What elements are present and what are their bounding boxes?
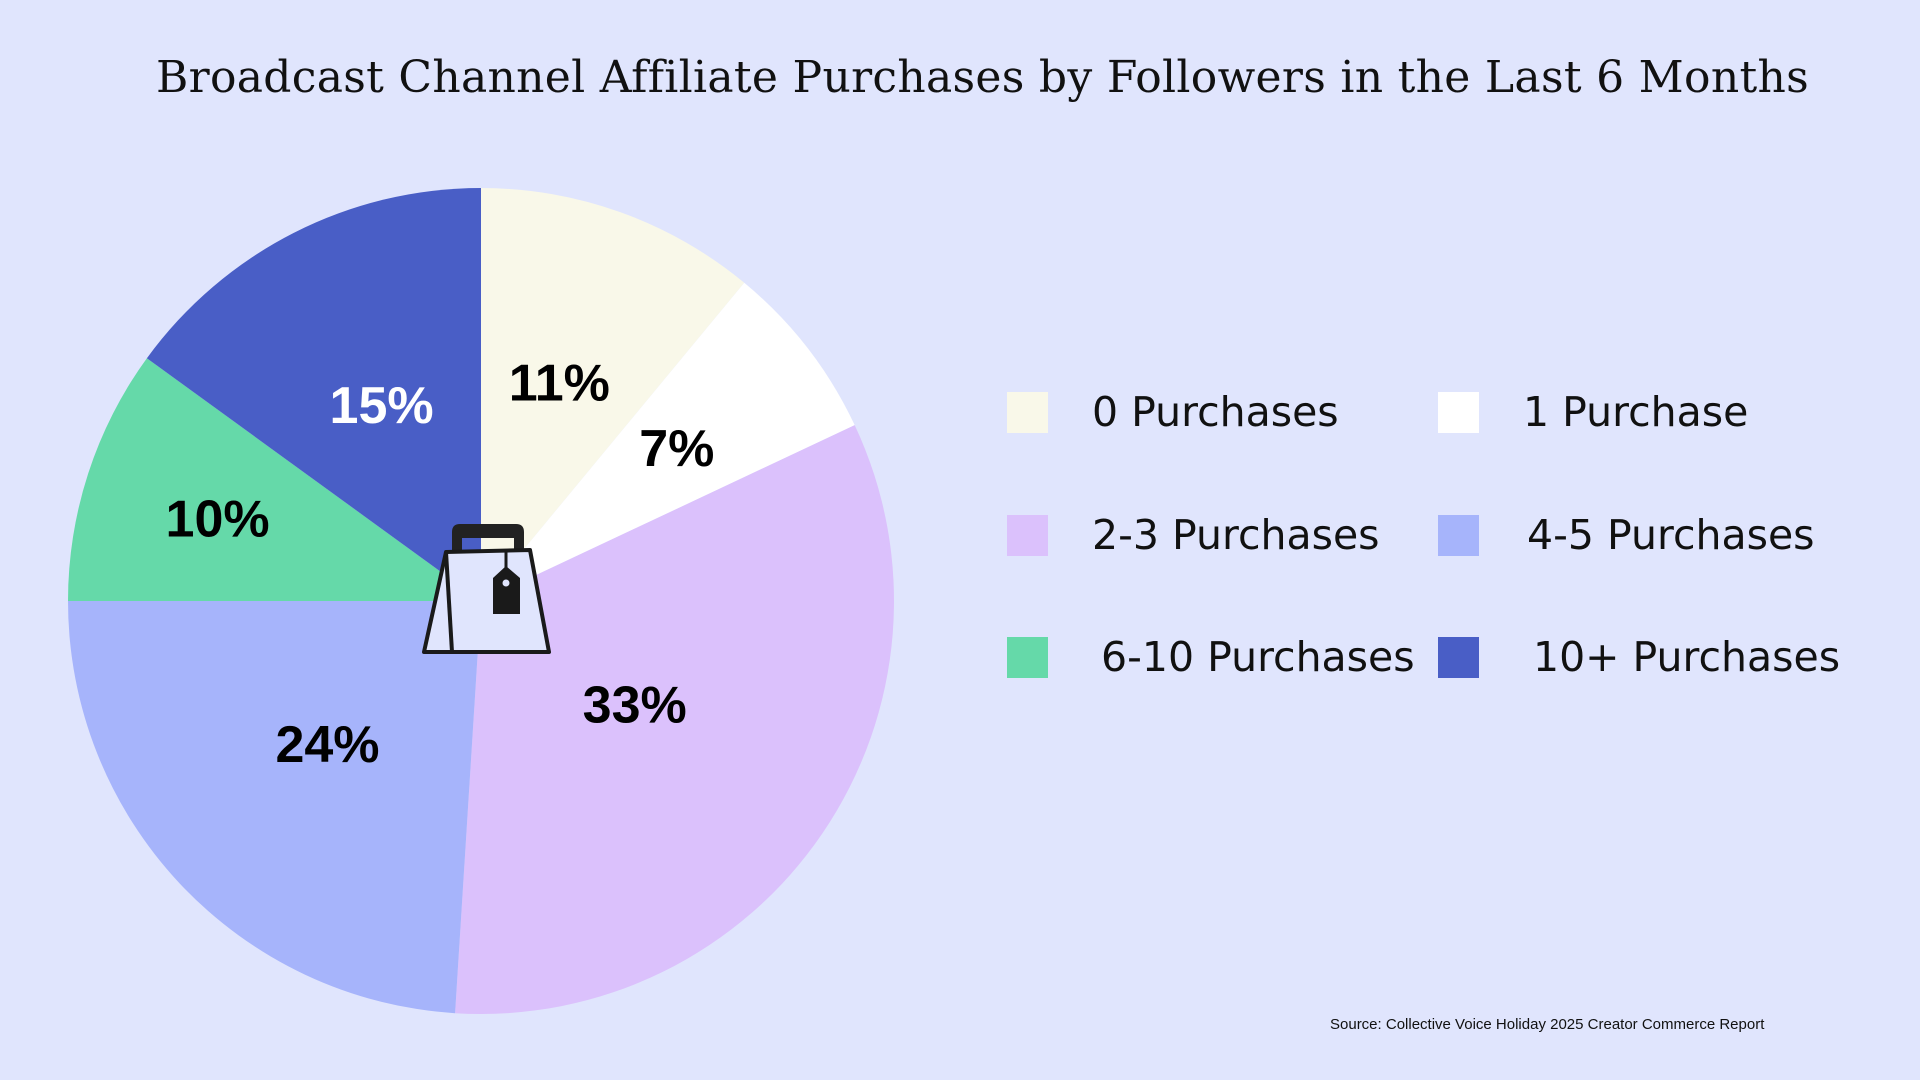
legend-swatch [1007,514,1048,556]
pie-slice [68,601,481,1014]
legend-swatch [1007,636,1048,678]
slice-value-label: 33% [583,677,687,735]
legend-swatch [1438,391,1479,433]
legend-item: 2-3 Purchases [1007,511,1380,559]
pie-slice [481,188,745,601]
legend-swatch [1007,391,1048,433]
legend-swatch [1438,636,1479,678]
slice-value-label: 15% [330,377,434,435]
legend-label: 10+ Purchases [1533,633,1841,681]
slice-value-label: 10% [166,490,270,548]
legend-label: 4-5 Purchases [1527,511,1815,559]
legend-label: 1 Purchase [1523,388,1749,436]
legend-swatch [1438,514,1479,556]
source-note: Source: Collective Voice Holiday 2025 Cr… [1330,1016,1765,1033]
pie-slice [481,282,855,601]
legend-item: 4-5 Purchases [1438,511,1815,559]
legend-item: 0 Purchases [1007,388,1339,436]
pie-slice [455,425,895,1015]
legend-label: 0 Purchases [1092,388,1339,436]
legend-item: 10+ Purchases [1438,633,1841,681]
legend-label: 2-3 Purchases [1092,511,1380,559]
legend-label: 6-10 Purchases [1101,633,1415,681]
legend-item: 6-10 Purchases [1007,633,1415,681]
chart-title: Broadcast Channel Affiliate Purchases by… [156,52,1809,103]
slice-value-label: 24% [275,716,379,774]
pie-slice [146,188,481,601]
legend-item: 1 Purchase [1438,388,1749,436]
slice-value-label: 11% [509,354,610,412]
slice-value-label: 7% [639,420,714,478]
shopping-bag-icon [422,524,551,654]
pie-slice [68,358,481,601]
